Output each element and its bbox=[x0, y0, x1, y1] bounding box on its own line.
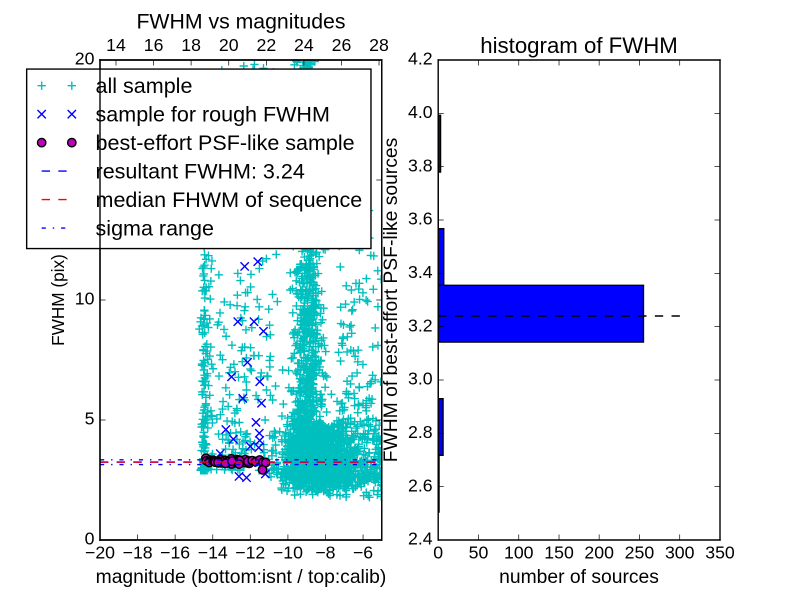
svg-text:3.6: 3.6 bbox=[408, 209, 433, 229]
svg-text:20: 20 bbox=[219, 35, 239, 55]
svg-text:28: 28 bbox=[369, 35, 389, 55]
svg-text:histogram of FWHM: histogram of FWHM bbox=[480, 33, 678, 58]
svg-text:−8: −8 bbox=[315, 542, 335, 562]
svg-text:resultant FWHM: 3.24: resultant FWHM: 3.24 bbox=[96, 160, 305, 184]
svg-text:18: 18 bbox=[181, 35, 201, 55]
svg-text:−16: −16 bbox=[160, 542, 190, 562]
svg-text:all sample: all sample bbox=[96, 74, 193, 98]
svg-text:FWHM (pix): FWHM (pix) bbox=[48, 254, 68, 346]
svg-text:sigma range: sigma range bbox=[96, 217, 214, 241]
svg-text:3.0: 3.0 bbox=[408, 369, 433, 389]
svg-text:300: 300 bbox=[665, 542, 695, 562]
svg-text:magnitude (bottom:isnt / top:c: magnitude (bottom:isnt / top:calib) bbox=[96, 567, 387, 588]
svg-text:10: 10 bbox=[75, 289, 95, 309]
svg-text:−10: −10 bbox=[273, 542, 303, 562]
svg-text:24: 24 bbox=[294, 35, 314, 55]
svg-text:5: 5 bbox=[85, 409, 95, 429]
svg-text:2.6: 2.6 bbox=[408, 475, 433, 495]
svg-text:14: 14 bbox=[106, 35, 126, 55]
svg-text:median FHWM of sequence: median FHWM of sequence bbox=[96, 188, 363, 212]
svg-text:FWHM vs magnitudes: FWHM vs magnitudes bbox=[136, 9, 345, 33]
svg-text:16: 16 bbox=[144, 35, 164, 55]
svg-text:−20: −20 bbox=[85, 542, 115, 562]
svg-text:0: 0 bbox=[85, 529, 95, 549]
svg-text:2.8: 2.8 bbox=[408, 422, 433, 442]
svg-text:FWHM of best-effort PSF-like s: FWHM of best-effort PSF-like sources bbox=[381, 138, 402, 463]
svg-text:22: 22 bbox=[257, 35, 277, 55]
svg-text:−14: −14 bbox=[198, 542, 228, 562]
svg-text:20: 20 bbox=[75, 49, 95, 69]
svg-text:150: 150 bbox=[544, 542, 574, 562]
svg-text:350: 350 bbox=[705, 542, 735, 562]
svg-text:2.4: 2.4 bbox=[408, 529, 433, 549]
svg-text:200: 200 bbox=[584, 542, 614, 562]
svg-text:100: 100 bbox=[504, 542, 534, 562]
svg-text:sample for rough FWHM: sample for rough FWHM bbox=[96, 103, 330, 127]
svg-text:3.8: 3.8 bbox=[408, 155, 433, 175]
svg-text:3.4: 3.4 bbox=[408, 262, 433, 282]
svg-text:3.2: 3.2 bbox=[408, 315, 433, 335]
svg-text:−6: −6 bbox=[353, 542, 373, 562]
svg-text:4.2: 4.2 bbox=[408, 49, 433, 69]
svg-text:−12: −12 bbox=[235, 542, 265, 562]
svg-text:−18: −18 bbox=[123, 542, 153, 562]
svg-text:0: 0 bbox=[433, 542, 443, 562]
svg-text:250: 250 bbox=[625, 542, 655, 562]
svg-text:50: 50 bbox=[469, 542, 489, 562]
svg-text:best-effort PSF-like sample: best-effort PSF-like sample bbox=[96, 131, 355, 155]
svg-text:number of sources: number of sources bbox=[499, 567, 659, 588]
svg-text:4.0: 4.0 bbox=[408, 102, 433, 122]
svg-text:26: 26 bbox=[332, 35, 352, 55]
